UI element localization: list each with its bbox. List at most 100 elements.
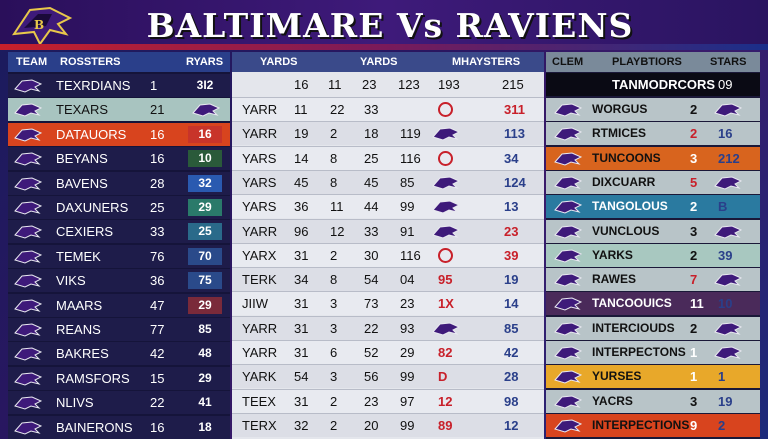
roster-row: TEXARS 21 xyxy=(8,98,230,122)
roster-row: REANS 77 85 xyxy=(8,318,230,341)
player-row: TANGOLOUS 2 B xyxy=(546,195,760,219)
mark-value: 95 xyxy=(438,272,453,288)
grid-line xyxy=(232,388,544,390)
player-name: YURSES xyxy=(592,369,642,384)
roster-number: 16 xyxy=(150,126,165,142)
raven-icon xyxy=(14,323,42,337)
player-name: TANGOLOUS xyxy=(592,199,668,214)
player-name: RAWES xyxy=(592,272,637,287)
player-stars: 19 xyxy=(718,393,733,409)
player-number: 1 xyxy=(690,369,698,385)
raven-icon xyxy=(192,103,220,117)
header-clem: CLEM xyxy=(552,56,584,68)
roster-number: 47 xyxy=(150,297,165,313)
raven-icon xyxy=(554,322,582,336)
grid-line xyxy=(232,291,544,293)
raven-icon xyxy=(554,273,582,287)
roster-row: RAMSFORS 15 29 xyxy=(8,366,230,390)
raven-icon xyxy=(714,273,742,287)
roster-row: NLIVS 22 41 xyxy=(8,391,230,415)
player-row: TUNCOONS 3 212 xyxy=(546,146,760,170)
player-stars: 10 xyxy=(718,296,733,312)
yards-row: YARR 19 2 18 119 113 xyxy=(232,122,544,146)
raven-icon xyxy=(14,250,42,264)
player-stars: 39 xyxy=(718,247,733,263)
player-number: 2 xyxy=(690,199,698,215)
row-label: YARR xyxy=(242,126,278,142)
ravens-logo-icon: B xyxy=(11,6,73,46)
cell: 22 xyxy=(364,320,379,336)
cell: 8 xyxy=(330,272,338,288)
mark-value: 82 xyxy=(438,345,453,360)
cell: 93 xyxy=(400,320,415,336)
player-name: VUNCLOUS xyxy=(592,223,660,238)
cell: 16 xyxy=(294,77,309,92)
player-row: RTMICES 2 16 xyxy=(546,122,760,146)
roster-number: 28 xyxy=(150,175,165,191)
team-name: RAMSFORS xyxy=(56,370,130,386)
cell: 56 xyxy=(364,369,379,385)
player-name: INTERCIOUDS xyxy=(592,320,675,335)
raven-icon xyxy=(554,200,582,214)
yards-row: YARR 31 6 52 29 82 42 xyxy=(232,341,544,364)
grid-line xyxy=(232,218,544,220)
mhaysters-value: 28 xyxy=(504,369,519,385)
player-row: INTERPECTIONS 9 2 xyxy=(546,413,760,437)
roster-row: TEXRDIANS 1 3I2 xyxy=(8,74,230,97)
raven-icon xyxy=(554,152,582,166)
yards-row: YARS 14 8 25 116 34 xyxy=(232,146,544,170)
team-name: NLIVS xyxy=(56,395,94,411)
grid-line xyxy=(232,267,544,269)
mhaysters-value: 34 xyxy=(504,150,519,166)
mhaysters-value: 39 xyxy=(504,247,519,263)
cell: 85 xyxy=(400,174,415,190)
raven-icon xyxy=(14,225,42,239)
cell: 123 xyxy=(398,77,420,92)
team-name: BAKRES xyxy=(56,346,109,362)
player-name: TUNCOONS xyxy=(592,150,661,165)
middle-panel-header: YARDS YARDS MHAYSTERS xyxy=(232,52,544,72)
row-label: YARS xyxy=(242,174,277,190)
mhaysters-value: 85 xyxy=(504,320,519,336)
grid-line xyxy=(232,242,544,244)
cell: 45 xyxy=(364,174,379,190)
cell: 36 xyxy=(294,199,309,215)
cell: 96 xyxy=(294,223,309,239)
roster-row: CEXIERS 33 25 xyxy=(8,220,230,244)
raven-icon xyxy=(554,346,582,360)
raven-icon xyxy=(432,200,460,214)
raven-icon xyxy=(14,299,42,313)
roster-number: 15 xyxy=(150,370,165,386)
page-title: BALTIMARE Vs RAVIENS xyxy=(146,6,634,45)
team-name: MAARS xyxy=(56,297,103,313)
roster-row: DAXUNERS 25 29 xyxy=(8,196,230,219)
cell: 44 xyxy=(364,199,379,215)
cell: 31 xyxy=(294,296,309,312)
cell: 23 xyxy=(364,393,379,409)
player-number: 11 xyxy=(690,296,704,312)
yards-badge: 41 xyxy=(198,395,212,410)
roster-number: 16 xyxy=(150,419,165,435)
raven-icon xyxy=(554,249,582,263)
player-row: YARKS 2 39 xyxy=(546,243,760,267)
yards-row: YARR 31 3 22 93 85 xyxy=(232,316,544,340)
cell: 116 xyxy=(400,150,421,166)
cell: 2 xyxy=(330,126,338,142)
yards-badge: 29 xyxy=(198,370,212,385)
cell: 8 xyxy=(330,174,338,190)
row-label: TERK xyxy=(242,272,277,288)
yards-badge: 29 xyxy=(188,199,222,216)
mhaysters-value: 124 xyxy=(504,174,526,190)
grid-line xyxy=(232,315,544,317)
header-yards-1: YARDS xyxy=(260,56,298,68)
yards-row: JIIW 31 3 73 23 1X 14 xyxy=(232,292,544,316)
cell: 54 xyxy=(294,369,309,385)
cell: 32 xyxy=(294,417,309,433)
cell: 31 xyxy=(294,247,309,263)
roster-number: 42 xyxy=(150,346,165,362)
player-number: 3 xyxy=(690,150,698,166)
player-name: YARKS xyxy=(592,247,633,262)
raven-icon xyxy=(14,128,42,142)
yards-row: YARS 45 8 45 85 124 xyxy=(232,170,544,194)
raven-icon xyxy=(714,176,742,190)
